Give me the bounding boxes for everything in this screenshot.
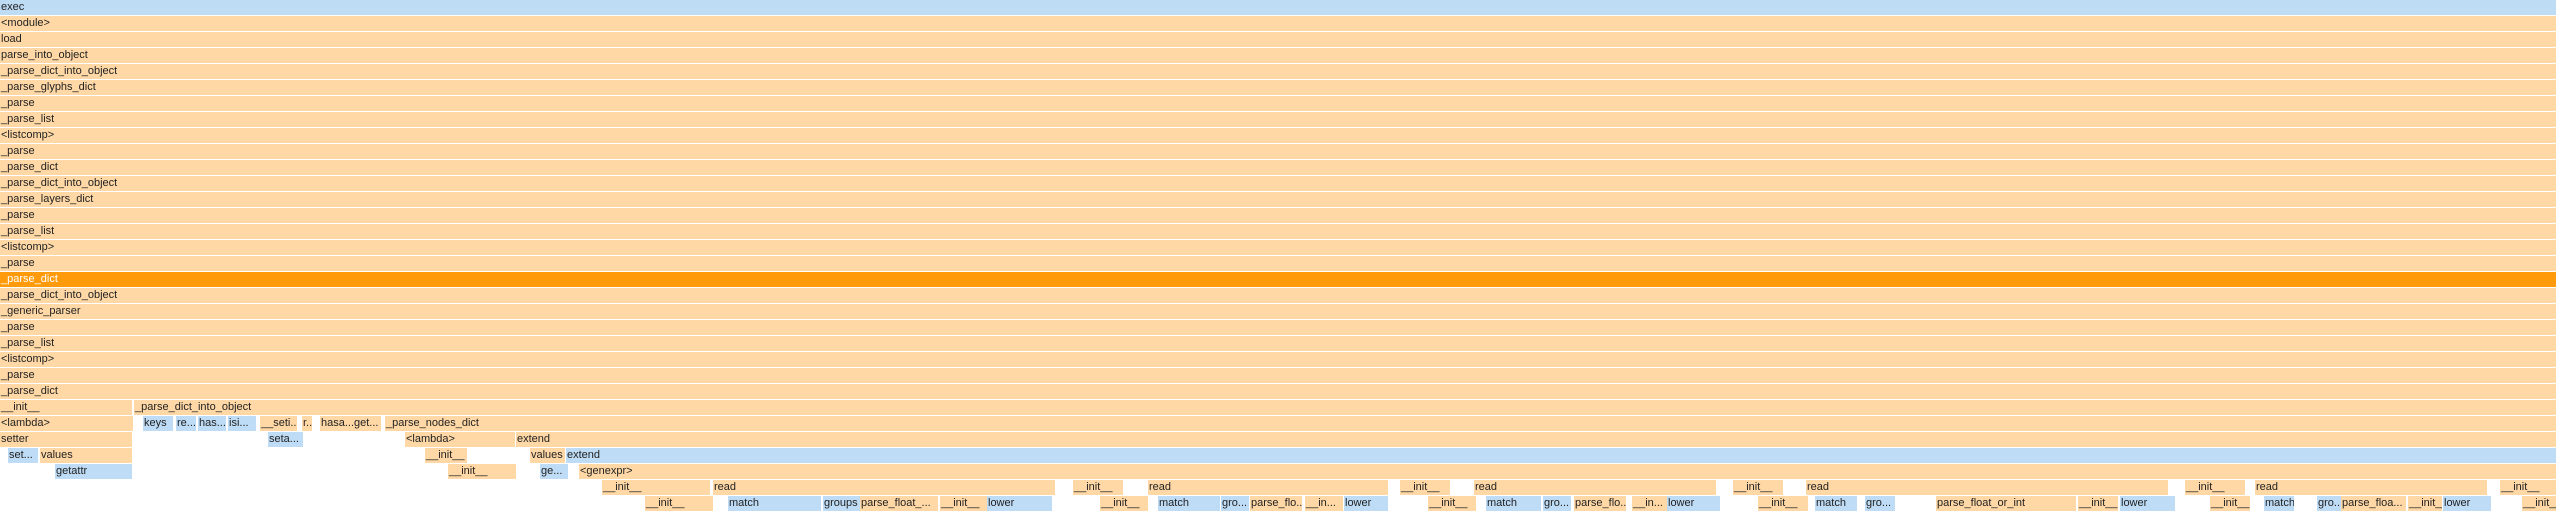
flame-frame[interactable]: lower	[2443, 496, 2491, 511]
flame-frame[interactable]: _parse_dict	[0, 160, 2556, 175]
flame-frame[interactable]: r...	[302, 416, 312, 431]
flame-frame[interactable]: isi...	[228, 416, 256, 431]
flame-frame[interactable]: values	[530, 448, 565, 463]
flame-frame[interactable]: __init__	[602, 480, 710, 495]
flame-frame[interactable]: extend	[566, 448, 2556, 463]
flame-frame[interactable]: read	[2255, 480, 2487, 495]
flame-frame[interactable]: __init__	[940, 496, 988, 511]
flame-frame[interactable]: read	[1474, 480, 1716, 495]
flame-frame[interactable]: __init__	[448, 464, 516, 479]
flame-frame[interactable]: _generic_parser	[0, 304, 2556, 319]
flame-frame[interactable]: seta...	[268, 432, 303, 447]
flame-frame[interactable]: __init__	[2078, 496, 2118, 511]
flame-frame[interactable]: parse_flo...	[1250, 496, 1302, 511]
flame-frame[interactable]: __init__	[2185, 480, 2245, 495]
flame-frame[interactable]: _parse	[0, 144, 2556, 159]
flame-frame[interactable]: get...	[353, 416, 381, 431]
flame-frame[interactable]: _parse_list	[0, 224, 2556, 239]
flame-frame[interactable]: setter	[0, 432, 132, 447]
flame-frame[interactable]: lower	[2120, 496, 2175, 511]
flame-frame[interactable]: __init__	[2210, 496, 2250, 511]
flame-frame[interactable]: _parse_dict_into_object	[0, 288, 2556, 303]
flame-frame[interactable]: has...	[198, 416, 226, 431]
flame-frame[interactable]: __init__	[2408, 496, 2442, 511]
flame-frame[interactable]: __in...	[1632, 496, 1670, 511]
flame-frame[interactable]: lower	[1344, 496, 1388, 511]
flame-frame[interactable]: match	[1815, 496, 1857, 511]
flame-frame[interactable]: __init__	[645, 496, 713, 511]
flame-frame[interactable]: <lambda>	[0, 416, 133, 431]
flame-frame[interactable]: read	[713, 480, 1055, 495]
flame-frame[interactable]: <module>	[0, 16, 2556, 31]
flame-frame[interactable]: gro...	[1221, 496, 1249, 511]
flame-frame[interactable]: __init__	[0, 400, 132, 415]
flame-frame[interactable]: set...	[8, 448, 38, 463]
flame-frame[interactable]: _parse	[0, 96, 2556, 111]
flame-frame[interactable]: ge...	[540, 464, 568, 479]
flame-frame[interactable]: getattr	[55, 464, 132, 479]
flame-frame[interactable]: read	[1148, 480, 1388, 495]
flame-frame[interactable]: _parse_glyphs_dict	[0, 80, 2556, 95]
flame-frame[interactable]: __init__	[1428, 496, 1476, 511]
flame-frame[interactable]: re...	[176, 416, 196, 431]
flame-frame[interactable]: match	[728, 496, 821, 511]
flame-frame[interactable]: _parse_list	[0, 112, 2556, 127]
flame-frame[interactable]: <lambda>	[405, 432, 515, 447]
flame-frame[interactable]: hasa...	[320, 416, 355, 431]
flame-frame[interactable]: match	[1486, 496, 1541, 511]
flame-frame[interactable]: lower	[987, 496, 1052, 511]
flame-frame[interactable]: __init__	[2522, 496, 2556, 511]
flame-frame[interactable]: gro...	[1543, 496, 1571, 511]
flame-frame[interactable]: _parse_nodes_dict	[385, 416, 2556, 431]
flame-frame[interactable]: _parse_layers_dict	[0, 192, 2556, 207]
flame-frame[interactable]: __init__	[425, 448, 467, 463]
flame-frame[interactable]: load	[0, 32, 2556, 47]
flame-frame[interactable]: parse_floa...	[2341, 496, 2406, 511]
flame-frame[interactable]: <genexpr>	[579, 464, 2556, 479]
flame-frame[interactable]: _parse_list	[0, 336, 2556, 351]
flame-frame[interactable]: extend	[516, 432, 2556, 447]
flame-frame[interactable]: lower	[1667, 496, 1720, 511]
flame-frame[interactable]: _parse	[0, 368, 2556, 383]
flame-frame[interactable]: <listcomp>	[0, 240, 2556, 255]
flame-frame[interactable]: <listcomp>	[0, 352, 2556, 367]
flame-frame[interactable]: _parse	[0, 320, 2556, 335]
flame-frame[interactable]: _parse	[0, 256, 2556, 271]
flame-frame[interactable]: _parse_dict	[0, 272, 2556, 287]
flame-frame[interactable]: __init__	[1733, 480, 1783, 495]
flame-frame[interactable]: __init__	[1100, 496, 1148, 511]
flame-frame[interactable]: exec	[0, 0, 2556, 15]
flame-frame[interactable]: values	[40, 448, 132, 463]
flame-frame[interactable]: _parse_dict_into_object	[134, 400, 2556, 415]
flame-frame[interactable]: groups	[823, 496, 860, 511]
flame-frame[interactable]: __init__	[2500, 480, 2556, 495]
flame-frame[interactable]: __init__	[1400, 480, 1450, 495]
flame-frame[interactable]: _parse	[0, 208, 2556, 223]
flame-frame[interactable]: _parse_dict_into_object	[0, 64, 2556, 79]
flame-frame[interactable]: keys	[143, 416, 173, 431]
flame-frame[interactable]: match	[2264, 496, 2294, 511]
flame-frame[interactable]: read	[1806, 480, 2168, 495]
flame-frame[interactable]: parse_float_or_int	[1936, 496, 2076, 511]
flame-frame[interactable]: parse_float_...	[860, 496, 938, 511]
flame-frame[interactable]: parse_flo...	[1574, 496, 1626, 511]
flame-frame[interactable]: _parse_dict_into_object	[0, 176, 2556, 191]
flame-frame[interactable]: __seti...	[260, 416, 297, 431]
flame-frame[interactable]: <listcomp>	[0, 128, 2556, 143]
flame-frame[interactable]: __init__	[1073, 480, 1123, 495]
flame-frame[interactable]: _parse_dict	[0, 384, 2556, 399]
flame-frame[interactable]: __in...	[1305, 496, 1343, 511]
flame-frame[interactable]: gro...	[1865, 496, 1895, 511]
flame-frame[interactable]: match	[1158, 496, 1220, 511]
flame-frame[interactable]: parse_into_object	[0, 48, 2556, 63]
flame-frame[interactable]: __init__	[1758, 496, 1808, 511]
